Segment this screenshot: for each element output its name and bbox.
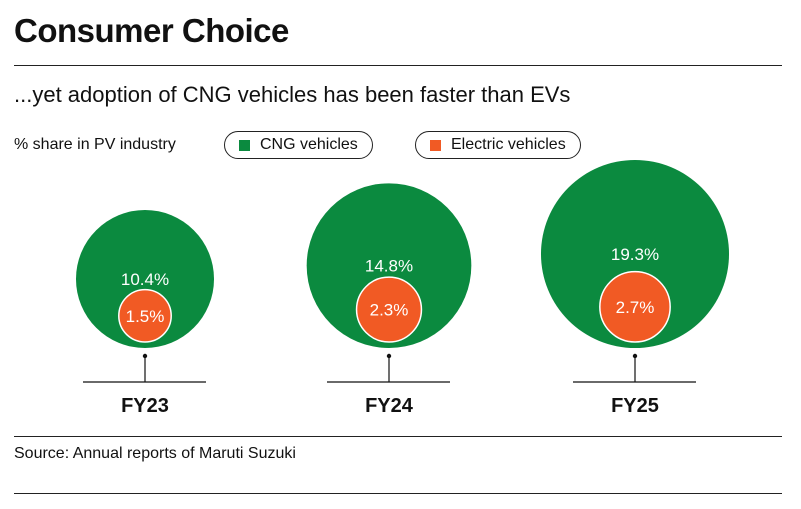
legend-swatch-ev — [430, 139, 441, 151]
cng-value-label: 10.4% — [121, 270, 169, 289]
ev-value-label: 1.5% — [126, 307, 165, 326]
ev-bubble — [599, 270, 671, 343]
legend-label-ev: Electric vehicles — [451, 136, 566, 153]
divider — [14, 493, 782, 494]
ev-value-label: 2.7% — [616, 298, 655, 317]
legend-label-cng: CNG vehicles — [260, 136, 358, 153]
cng-value-label: 14.8% — [365, 257, 413, 276]
cng-bubble — [540, 159, 730, 348]
ev-bubble — [355, 276, 423, 343]
ev-value-label: 2.3% — [370, 301, 409, 320]
legend-item-cng: CNG vehicles — [224, 131, 373, 159]
source-note: Source: Annual reports of Maruti Suzuki — [14, 445, 296, 462]
ev-bubble — [118, 288, 172, 343]
subtitle: ...yet adoption of CNG vehicles has been… — [14, 82, 571, 107]
page-title: Consumer Choice — [14, 12, 289, 49]
divider — [14, 65, 782, 66]
cng-bubble — [75, 209, 215, 348]
category-label: FY23 — [121, 395, 169, 417]
legend-swatch-cng — [239, 139, 250, 151]
legend-item-ev: Electric vehicles — [415, 131, 581, 159]
category-label: FY24 — [365, 395, 414, 417]
y-axis-label: % share in PV industry — [14, 136, 176, 153]
category-label: FY25 — [611, 395, 659, 417]
cng-value-label: 19.3% — [611, 245, 659, 264]
divider — [14, 436, 782, 437]
cng-bubble — [306, 183, 472, 348]
